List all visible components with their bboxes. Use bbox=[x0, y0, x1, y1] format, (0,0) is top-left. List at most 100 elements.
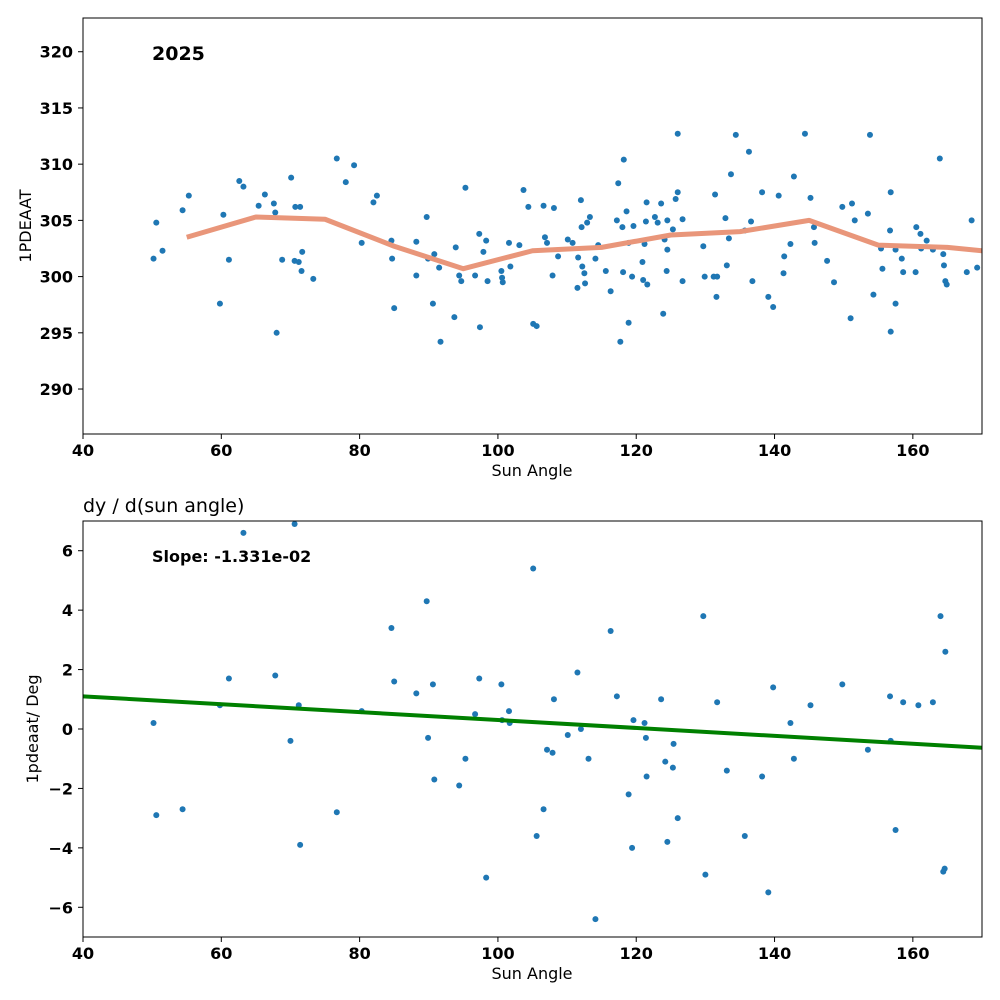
top-data-point bbox=[525, 203, 532, 210]
top-data-point bbox=[674, 130, 681, 137]
top-data-point bbox=[586, 214, 593, 221]
top-data-point bbox=[299, 248, 306, 255]
top-data-point bbox=[581, 270, 588, 277]
top-data-point bbox=[654, 219, 661, 226]
top-data-point bbox=[712, 191, 719, 198]
top-data-point bbox=[801, 130, 808, 137]
bottom-data-point bbox=[425, 734, 432, 741]
bottom-data-point bbox=[462, 755, 469, 762]
top-data-point bbox=[866, 131, 873, 138]
bottom-data-point bbox=[700, 613, 707, 620]
top-data-point bbox=[643, 199, 650, 206]
top-data-point bbox=[619, 224, 626, 231]
top-x-tick-label: 80 bbox=[348, 441, 370, 460]
top-year-annotation: 2025 bbox=[152, 43, 205, 65]
top-data-point bbox=[968, 217, 975, 224]
bottom-data-point bbox=[658, 696, 665, 703]
top-data-point bbox=[615, 180, 622, 187]
bottom-data-point bbox=[787, 720, 794, 727]
top-data-point bbox=[578, 224, 585, 231]
bottom-plot-title: dy / d(sun angle) bbox=[83, 495, 244, 517]
bottom-y-tick-label: −4 bbox=[48, 839, 73, 858]
top-data-point bbox=[723, 262, 730, 269]
top-data-point bbox=[658, 200, 665, 207]
top-data-point bbox=[887, 189, 894, 196]
top-data-point bbox=[864, 210, 871, 217]
top-data-point bbox=[898, 255, 905, 262]
bottom-data-point bbox=[770, 684, 777, 691]
top-data-point bbox=[639, 258, 646, 265]
top-data-point bbox=[159, 247, 166, 254]
top-data-point bbox=[333, 155, 340, 162]
bottom-data-point bbox=[423, 598, 430, 605]
top-data-point bbox=[373, 192, 380, 199]
bottom-data-point bbox=[291, 521, 298, 527]
top-data-point bbox=[669, 226, 676, 233]
top-data-point bbox=[790, 173, 797, 180]
top-data-point bbox=[770, 303, 777, 310]
top-data-point bbox=[216, 300, 223, 307]
top-data-point bbox=[292, 203, 299, 210]
top-data-point bbox=[679, 216, 686, 223]
bottom-data-point bbox=[429, 681, 436, 688]
top-data-point bbox=[240, 183, 247, 190]
top-data-point bbox=[431, 251, 438, 258]
top-data-point bbox=[507, 263, 514, 270]
top-data-point bbox=[413, 238, 420, 245]
top-y-tick-label: 310 bbox=[40, 155, 73, 174]
top-data-point bbox=[660, 310, 667, 317]
bottom-y-axis-ticks: −6 −4 −2 0 2 4 6 bbox=[48, 542, 83, 917]
top-data-point bbox=[288, 174, 295, 181]
top-data-point bbox=[261, 191, 268, 198]
bottom-data-point bbox=[472, 711, 479, 718]
bottom-data-point bbox=[714, 699, 721, 706]
top-data-point bbox=[458, 278, 465, 285]
top-data-point bbox=[870, 291, 877, 298]
top-data-point bbox=[370, 199, 377, 206]
top-data-point bbox=[923, 237, 930, 244]
bottom-data-point bbox=[225, 675, 232, 682]
top-x-axis-ticks: 40 60 80 100 120 140 160 bbox=[72, 434, 930, 460]
bottom-data-point bbox=[592, 916, 599, 923]
top-data-point bbox=[775, 192, 782, 199]
top-data-point bbox=[499, 279, 506, 286]
top-data-point bbox=[540, 202, 547, 209]
bottom-data-point bbox=[549, 749, 556, 756]
top-data-point bbox=[607, 288, 614, 295]
top-data-point bbox=[642, 218, 649, 225]
top-data-point bbox=[270, 200, 277, 207]
top-data-point bbox=[150, 255, 157, 262]
bottom-data-point bbox=[388, 624, 395, 631]
bottom-data-point bbox=[662, 758, 669, 765]
top-data-point bbox=[848, 200, 855, 207]
bottom-data-point bbox=[577, 726, 584, 732]
top-data-point bbox=[887, 328, 894, 335]
bottom-x-tick-label: 40 bbox=[72, 944, 94, 963]
bottom-data-point bbox=[915, 702, 922, 709]
top-data-point bbox=[811, 239, 818, 246]
top-data-point bbox=[725, 235, 732, 242]
bottom-data-point bbox=[533, 832, 540, 839]
top-data-point bbox=[963, 269, 970, 276]
bottom-data-point bbox=[674, 815, 681, 822]
top-data-point bbox=[579, 263, 586, 270]
top-data-point bbox=[153, 219, 160, 226]
top-data-point bbox=[544, 239, 551, 246]
bottom-data-point bbox=[937, 613, 944, 620]
top-x-tick-label: 40 bbox=[72, 441, 94, 460]
bottom-data-point bbox=[741, 832, 748, 839]
bottom-x-axis-ticks: 40 60 80 100 120 140 160 bbox=[72, 937, 930, 963]
top-data-point bbox=[664, 217, 671, 224]
top-data-point bbox=[483, 237, 490, 244]
bottom-data-point bbox=[807, 702, 814, 709]
top-y-tick-label: 320 bbox=[40, 43, 73, 62]
top-data-point bbox=[900, 269, 907, 276]
bottom-data-point bbox=[272, 672, 279, 679]
top-data-point bbox=[549, 272, 556, 279]
top-data-point bbox=[310, 275, 317, 282]
bottom-x-tick-label: 140 bbox=[758, 944, 791, 963]
bottom-data-point bbox=[643, 773, 650, 780]
top-data-point bbox=[298, 267, 305, 274]
top-y-axis-ticks: 290 295 300 305 310 315 320 bbox=[40, 43, 83, 399]
top-data-point bbox=[436, 264, 443, 271]
